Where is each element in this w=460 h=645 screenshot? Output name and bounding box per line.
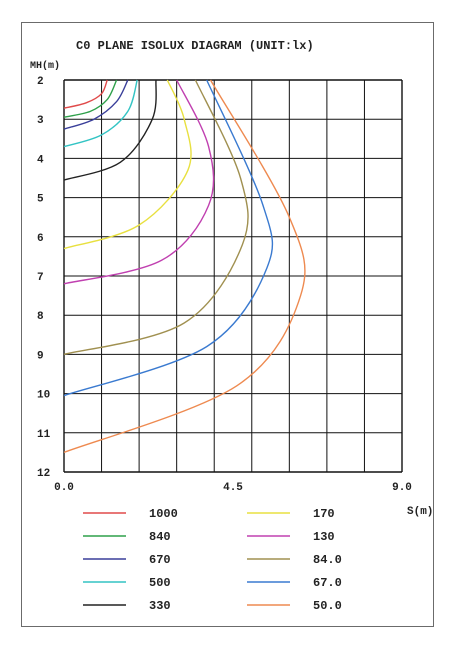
y-tick-label: 3 bbox=[37, 115, 44, 127]
chart-title: C0 PLANE ISOLUX DIAGRAM (UNIT:lx) bbox=[76, 39, 314, 53]
legend-label: 670 bbox=[149, 553, 171, 567]
y-tick-label: 11 bbox=[37, 429, 51, 441]
legend-label: 67.0 bbox=[313, 576, 342, 590]
isolux-curve-50-0 bbox=[63, 79, 306, 454]
legend-label: 1000 bbox=[149, 507, 178, 521]
legend-label: 50.0 bbox=[313, 599, 342, 613]
y-tick-label: 12 bbox=[37, 468, 50, 480]
isolux-chart: C0 PLANE ISOLUX DIAGRAM (UNIT:lx) MH(m) … bbox=[30, 39, 433, 613]
x-tick-label: 4.5 bbox=[223, 482, 243, 494]
y-tick-label: 5 bbox=[37, 194, 44, 206]
isolux-curve-670 bbox=[63, 79, 129, 130]
legend-label: 84.0 bbox=[313, 553, 342, 567]
isolux-curve-1000 bbox=[63, 79, 108, 109]
legend: 1000 840 670 500 330 170 130 84.0 67.0 50.0 bbox=[83, 507, 342, 613]
legend-label: 130 bbox=[313, 530, 335, 544]
isolux-curve-84-0 bbox=[63, 79, 249, 356]
x-tick-label: 9.0 bbox=[392, 482, 412, 494]
isolux-curve-840 bbox=[63, 79, 118, 118]
legend-label: 170 bbox=[313, 507, 335, 521]
y-tick-label: 8 bbox=[37, 311, 44, 323]
axis-ticks: 2 3 4 5 6 7 8 9 10 11 12 0.0 4.5 9.0 bbox=[37, 76, 412, 494]
isolux-curve-67-0 bbox=[63, 79, 274, 397]
chart-frame: C0 PLANE ISOLUX DIAGRAM (UNIT:lx) MH(m) … bbox=[21, 22, 434, 627]
isolux-curve-330 bbox=[63, 79, 157, 181]
grid bbox=[63, 79, 403, 473]
y-tick-label: 4 bbox=[37, 154, 44, 166]
y-axis-label: MH(m) bbox=[30, 60, 60, 72]
x-tick-label: 0.0 bbox=[54, 482, 74, 494]
legend-label: 840 bbox=[149, 530, 171, 544]
y-tick-label: 10 bbox=[37, 390, 50, 402]
isolux-curve-170 bbox=[63, 79, 192, 250]
legend-label: 500 bbox=[149, 576, 171, 590]
isolux-curve-130 bbox=[63, 79, 215, 285]
legend-label: 330 bbox=[149, 599, 171, 613]
isolux-curves bbox=[63, 79, 306, 454]
y-tick-label: 6 bbox=[37, 233, 44, 245]
y-tick-label: 9 bbox=[37, 350, 44, 362]
y-tick-label: 7 bbox=[37, 272, 44, 284]
y-tick-label: 2 bbox=[37, 76, 44, 88]
x-axis-label: S(m) bbox=[407, 506, 433, 518]
isolux-curve-500 bbox=[63, 79, 138, 148]
